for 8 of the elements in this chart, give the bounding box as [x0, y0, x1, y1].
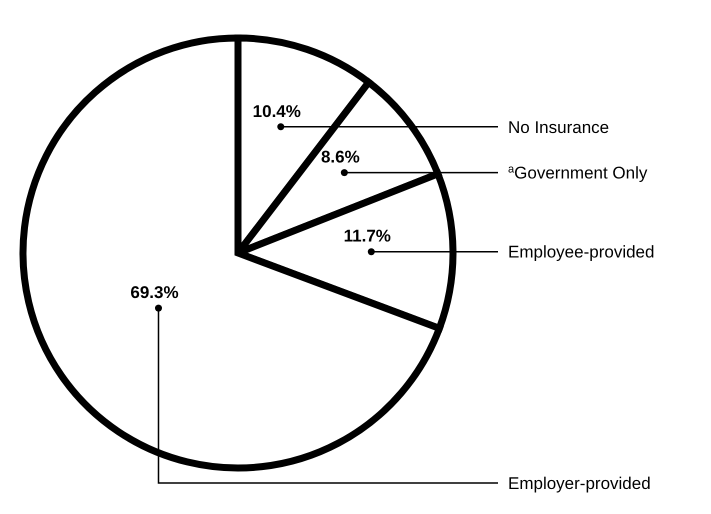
data-label: 69.3%: [130, 283, 179, 302]
slice-label: Employer-provided: [508, 474, 651, 493]
slice-label: Employee-provided: [508, 242, 654, 262]
slice-label: $^{a}$Government Only: [508, 164, 648, 183]
data-label: 8.6%: [320, 148, 360, 167]
data-label: 10.4%: [252, 102, 301, 121]
slice-label: No Insurance: [508, 118, 610, 137]
data-label: 11.7%: [344, 226, 391, 246]
